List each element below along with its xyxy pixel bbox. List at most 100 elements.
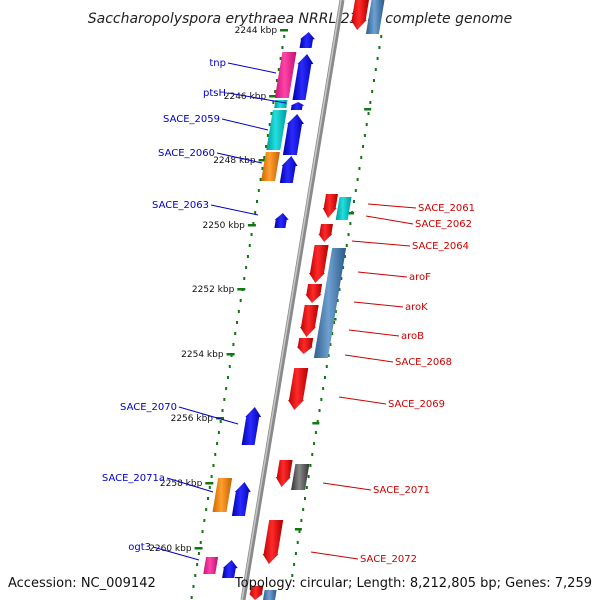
label-leader-line [227, 92, 287, 104]
tick-dot [245, 266, 248, 269]
forward-gene-label[interactable]: SACE_2071a [102, 473, 165, 484]
tick-dot [259, 178, 262, 181]
tick-dot [275, 79, 278, 82]
tick-dot [199, 541, 202, 544]
tick-dot [206, 497, 209, 500]
forward-gene-label[interactable]: SACE_2059 [163, 114, 220, 125]
tick-dot [367, 112, 370, 115]
tick-dot [250, 233, 253, 236]
tick-dot [340, 277, 343, 280]
tick-dot [305, 486, 308, 489]
tick-dot [265, 145, 268, 148]
kbp-scale: 2244 kbp 2246 kbp 2248 kbp 2250 kbp 2252 kbp… [149, 26, 289, 554]
forward-cds-arrow [279, 156, 298, 183]
tick-dot [293, 563, 296, 566]
tick-dot [212, 464, 215, 467]
tick-dot [201, 530, 204, 533]
forward-gene-label[interactable]: SACE_2060 [158, 148, 215, 159]
tick-dot [190, 596, 193, 599]
major-tick [247, 224, 256, 227]
reverse-cds-arrow [309, 245, 329, 283]
steel-feature [365, 0, 385, 34]
tick-dot [313, 442, 316, 445]
tick-dot [263, 156, 266, 159]
tick-dot [362, 145, 365, 148]
reverse-gene-label[interactable]: SACE_2072 [360, 554, 417, 565]
tick-dot [205, 508, 208, 511]
reverse-cds-arrow [300, 305, 319, 337]
tick-dot [283, 35, 286, 38]
tick-dot [336, 299, 339, 302]
reverse-gene-label[interactable]: SACE_2071 [373, 485, 430, 496]
reverse-gene-label[interactable]: SACE_2069 [388, 399, 445, 410]
tick-dot [272, 101, 275, 104]
forward-cds-arrow [274, 213, 289, 228]
major-tick [205, 482, 214, 485]
tick-dot [234, 332, 237, 335]
tick-dot [318, 409, 321, 412]
label-leader-line [178, 406, 239, 425]
tick-dot [374, 68, 377, 71]
forward-gene-label[interactable]: tnp [209, 58, 226, 69]
reverse-gene-label[interactable]: aroB [401, 331, 424, 342]
tick-dot [363, 134, 366, 137]
tick-dot [353, 200, 355, 203]
tick-dot [349, 222, 352, 225]
tick-dot [298, 530, 301, 533]
tick-dot [256, 200, 258, 203]
tick-dot [236, 321, 239, 324]
major-tick [216, 417, 225, 420]
tick-dot [210, 475, 213, 478]
tick-dot [307, 475, 310, 478]
major-tick [269, 95, 278, 98]
reverse-gene-label[interactable]: SACE_2064 [412, 241, 469, 252]
kbp-label: 2250 kbp [202, 221, 245, 231]
reverse-gene-label[interactable]: aroF [409, 272, 431, 283]
tick-dot [277, 68, 280, 71]
forward-gene-label[interactable]: SACE_2063 [152, 200, 209, 211]
forward-gene-label[interactable]: ogt3 [128, 542, 151, 553]
label-leader-line [338, 396, 387, 405]
forward-cds-arrow [299, 32, 315, 48]
tick-dot [303, 497, 306, 500]
label-leader-line [227, 62, 277, 74]
tick-dot [327, 354, 330, 357]
reverse-gene-label[interactable]: aroK [405, 302, 428, 313]
reverse-gene-label[interactable]: SACE_2062 [415, 219, 472, 230]
label-leader-line [210, 204, 259, 216]
tick-dot [221, 409, 224, 412]
tick-dot [323, 376, 326, 379]
forward-gene-label[interactable]: ptsH [203, 88, 226, 99]
tick-dot [196, 563, 199, 566]
forward-gene-label[interactable]: SACE_2070 [120, 402, 177, 413]
genome-summary-text: Topology: circular; Length: 8,212,805 bp… [234, 576, 592, 591]
tick-dot [270, 112, 273, 115]
label-leader-line [344, 354, 394, 363]
tick-dot [371, 90, 374, 93]
label-leader-line [353, 301, 404, 308]
tick-dot [342, 266, 345, 269]
tick-dot [365, 123, 368, 126]
reverse-gene-label[interactable]: SACE_2061 [418, 203, 475, 214]
label-leader-line [365, 215, 414, 225]
tick-dot [329, 343, 332, 346]
tick-dot [322, 387, 325, 390]
tick-dot [372, 79, 375, 82]
reverse-cds-arrow [275, 460, 293, 487]
label-leader-line [166, 477, 214, 493]
label-leader-line [351, 240, 411, 247]
tick-dot [360, 156, 363, 159]
major-tick [226, 353, 235, 356]
steel-feature [263, 590, 277, 600]
reverse-gene-label[interactable]: SACE_2068 [395, 357, 452, 368]
tick-dot [309, 464, 312, 467]
major-tick [237, 288, 246, 291]
major-tick [258, 159, 267, 162]
tick-dot [356, 178, 359, 181]
right-tick-ring [291, 35, 383, 577]
major-tick [294, 528, 302, 531]
genome-backbone-highlight [241, 0, 342, 600]
tick-dot [376, 57, 379, 60]
cyan-feature [266, 110, 287, 150]
